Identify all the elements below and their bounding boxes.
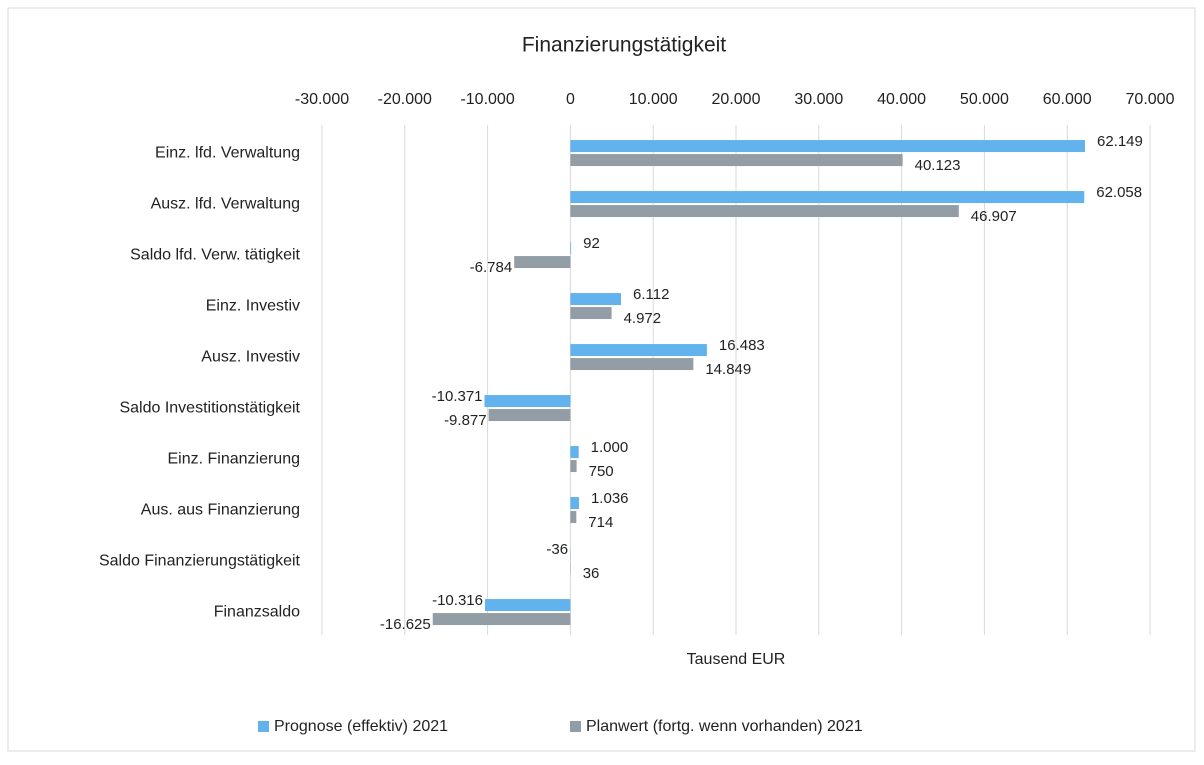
data-label: 16.483 — [719, 337, 765, 354]
bar — [485, 395, 571, 407]
bar — [570, 497, 579, 509]
data-label: 62.058 — [1096, 184, 1142, 201]
y-tick-label: Finanzsaldo — [214, 603, 300, 620]
data-label: 46.907 — [971, 208, 1017, 225]
y-tick-label: Saldo Investitionstätigkeit — [119, 399, 300, 416]
data-label: -16.625 — [380, 616, 431, 633]
bar — [489, 409, 571, 421]
y-tick-label: Ausz. Investiv — [201, 348, 300, 365]
data-label: -6.784 — [470, 259, 513, 276]
data-label: 1.036 — [591, 490, 629, 507]
bar — [485, 599, 570, 611]
bar — [570, 460, 576, 472]
legend-swatch — [570, 721, 581, 732]
data-label: -10.316 — [432, 592, 483, 609]
bar — [570, 344, 706, 356]
x-axis-label: Tausend EUR — [687, 651, 786, 668]
y-tick-label: Saldo Finanzierungstätigkeit — [99, 552, 301, 569]
x-tick-label: 0 — [566, 91, 575, 108]
bar — [570, 511, 576, 523]
x-tick-label: 50.000 — [960, 91, 1009, 108]
data-label: 1.000 — [591, 439, 629, 456]
bar — [570, 191, 1084, 203]
bar — [570, 307, 611, 319]
data-label: -10.371 — [432, 388, 483, 405]
y-tick-label: Saldo lfd. Verw. tätigkeit — [130, 246, 300, 263]
y-tick-label: Einz. Investiv — [206, 297, 300, 314]
data-label: 36 — [583, 565, 600, 582]
y-tick-label: Einz. lfd. Verwaltung — [155, 144, 300, 161]
data-label: -36 — [546, 541, 568, 558]
data-label: -9.877 — [444, 412, 487, 429]
data-label: 62.149 — [1097, 133, 1143, 150]
x-tick-label: 40.000 — [877, 91, 926, 108]
chart-frame — [8, 8, 1195, 751]
data-label: 40.123 — [915, 157, 961, 174]
data-label: 6.112 — [633, 286, 669, 303]
x-tick-label: 30.000 — [794, 91, 843, 108]
x-tick-label: -10.000 — [460, 91, 514, 108]
data-label: 4.972 — [624, 310, 662, 327]
data-label: 750 — [589, 463, 614, 480]
x-tick-label: 60.000 — [1043, 91, 1092, 108]
x-tick-label: 70.000 — [1126, 91, 1175, 108]
bar — [570, 205, 958, 217]
bar — [570, 154, 902, 166]
bar — [570, 446, 578, 458]
legend-label: Prognose (effektiv) 2021 — [274, 718, 448, 735]
data-label: 92 — [583, 235, 600, 252]
bar — [570, 140, 1085, 152]
legend-label: Planwert (fortg. wenn vorhanden) 2021 — [586, 718, 863, 735]
bar — [570, 293, 621, 305]
y-tick-label: Ausz. lfd. Verwaltung — [151, 195, 300, 212]
legend-swatch — [258, 721, 269, 732]
chart-title: Finanzierungstätigkeit — [522, 34, 726, 57]
x-tick-label: -30.000 — [295, 91, 349, 108]
x-tick-label: -20.000 — [378, 91, 432, 108]
bar — [570, 242, 571, 254]
bar — [570, 358, 693, 370]
y-tick-label: Einz. Finanzierung — [167, 450, 300, 467]
x-tick-label: 10.000 — [629, 91, 678, 108]
data-label: 714 — [588, 514, 613, 531]
data-label: 14.849 — [705, 361, 751, 378]
x-tick-label: 20.000 — [712, 91, 761, 108]
bar — [514, 256, 570, 268]
y-tick-label: Aus. aus Finanzierung — [141, 501, 300, 518]
bar — [433, 613, 571, 625]
